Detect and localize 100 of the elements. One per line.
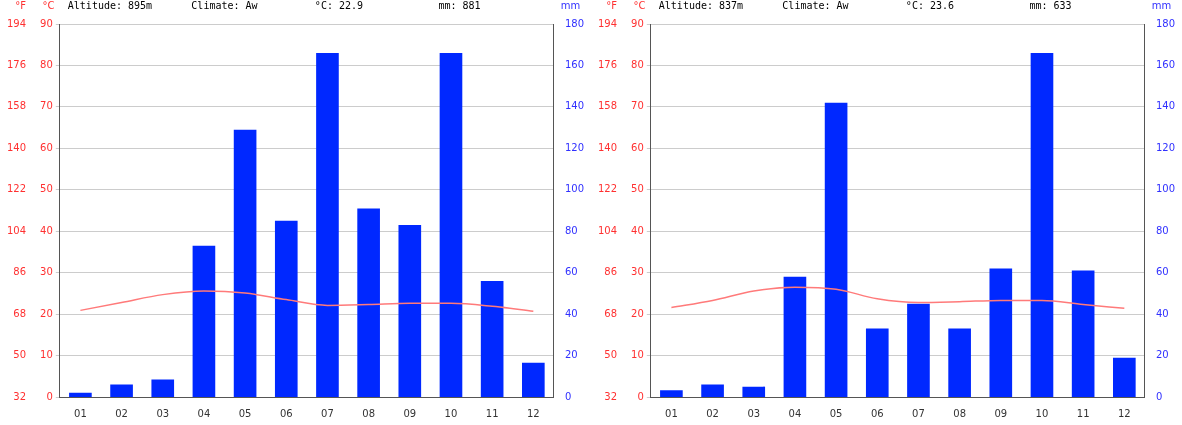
y-tick-label: 10 <box>40 349 53 361</box>
text: °C: 22.9 <box>314 0 364 11</box>
y2-tick-label: 80 <box>1155 224 1169 236</box>
y2-tick-label: 180 <box>564 17 585 29</box>
bar <box>1113 357 1136 397</box>
bar <box>151 379 175 397</box>
x-tick-label: 09 <box>994 407 1008 419</box>
bar <box>989 268 1013 397</box>
y-tick-label: 60 <box>631 141 644 153</box>
x-tick-label: 06 <box>279 407 293 419</box>
y3-tick-label: 122 <box>597 183 618 195</box>
x-tick-label: 02 <box>115 407 128 419</box>
y3-tick-label: 122 <box>6 183 27 195</box>
text: °C: 23.6 <box>905 0 955 11</box>
y-tick-label: 30 <box>40 266 53 278</box>
text: mm: 633 <box>1029 0 1072 11</box>
y3-tick-label: 32 <box>604 390 618 402</box>
y2-tick-label: 100 <box>1155 183 1176 195</box>
bar <box>660 390 683 397</box>
y3-axis-title: °F <box>606 0 618 11</box>
bar <box>742 386 766 397</box>
bar <box>69 392 92 397</box>
x-tick-label: 06 <box>870 407 884 419</box>
y-tick-label: 20 <box>40 307 53 319</box>
bar <box>522 362 545 397</box>
y3-tick-label: 86 <box>13 266 27 278</box>
x-tick-label: 02 <box>706 407 719 419</box>
y2-tick-label: 180 <box>1155 17 1176 29</box>
y2-tick-label: 160 <box>564 59 585 71</box>
x-tick-label: 07 <box>912 407 925 419</box>
x-tick-label: 07 <box>321 407 334 419</box>
text: Climate: Aw <box>191 0 259 11</box>
y2-tick-label: 140 <box>564 100 585 112</box>
x-tick-label: 11 <box>1076 407 1090 419</box>
bar <box>110 384 133 397</box>
y2-tick-label: 60 <box>1155 266 1169 278</box>
y-tick-label: 40 <box>40 224 53 236</box>
y3-tick-label: 50 <box>13 349 27 361</box>
bar <box>701 384 724 397</box>
y-tick-label: 50 <box>40 183 53 195</box>
line-series <box>670 286 1126 310</box>
y2-tick-label: 160 <box>1155 59 1176 71</box>
x-tick-label: 10 <box>1035 407 1049 419</box>
y3-tick-label: 176 <box>597 59 618 71</box>
y3-tick-label: 140 <box>6 141 27 153</box>
x-tick-label: 12 <box>526 407 540 419</box>
y3-tick-label: 104 <box>6 224 27 236</box>
y3-tick-label: 68 <box>13 307 27 319</box>
y-axis-title: °C <box>42 0 55 11</box>
x-tick-label: 09 <box>403 407 417 419</box>
y2-tick-label: 0 <box>564 390 572 402</box>
y-tick-label: 80 <box>40 59 53 71</box>
y-tick-label: 20 <box>631 307 644 319</box>
text: Altitude: 837m <box>658 0 744 11</box>
x-tick-label: 01 <box>665 407 678 419</box>
bar <box>274 220 298 397</box>
y3-tick-label: 194 <box>6 17 27 29</box>
y2-tick-label: 20 <box>564 349 578 361</box>
y-tick-label: 10 <box>631 349 644 361</box>
y2-tick-label: 0 <box>1155 390 1163 402</box>
y2-axis-title: mm <box>1151 0 1172 11</box>
y-tick-label: 40 <box>631 224 644 236</box>
y3-axis-title: °F <box>15 0 27 11</box>
y-tick-label: 90 <box>40 17 53 29</box>
y2-tick-label: 60 <box>564 266 578 278</box>
y2-tick-label: 120 <box>1155 141 1176 153</box>
y-tick-label: 80 <box>631 59 644 71</box>
y2-tick-label: 100 <box>564 183 585 195</box>
x-tick-label: 03 <box>747 407 761 419</box>
bar <box>316 53 339 397</box>
y3-tick-label: 32 <box>13 390 27 402</box>
x-tick-label: 12 <box>1117 407 1131 419</box>
y2-axis-title: mm <box>560 0 581 11</box>
bar <box>1071 270 1095 397</box>
y2-tick-label: 20 <box>1155 349 1169 361</box>
bar <box>783 276 807 397</box>
bar <box>1030 53 1054 397</box>
y2-tick-label: 80 <box>564 224 578 236</box>
x-tick-label: 05 <box>829 407 843 419</box>
line-series <box>79 290 535 312</box>
text: Climate: Aw <box>782 0 850 11</box>
bar <box>824 102 848 397</box>
bar <box>398 225 422 397</box>
y3-tick-label: 104 <box>597 224 618 236</box>
y3-tick-label: 158 <box>597 100 618 112</box>
x-tick-label: 11 <box>485 407 499 419</box>
y2-tick-label: 40 <box>564 307 578 319</box>
x-tick-label: 04 <box>788 407 802 419</box>
y3-tick-label: 50 <box>604 349 618 361</box>
y-tick-label: 50 <box>631 183 644 195</box>
y3-tick-label: 158 <box>6 100 27 112</box>
y3-tick-label: 140 <box>597 141 618 153</box>
bar <box>192 245 216 397</box>
text: mm: 881 <box>438 0 481 11</box>
y3-tick-label: 176 <box>6 59 27 71</box>
y2-tick-label: 140 <box>1155 100 1176 112</box>
bar <box>439 53 463 397</box>
bar <box>865 328 889 397</box>
y-axis-title: °C <box>633 0 646 11</box>
y2-tick-label: 120 <box>564 141 585 153</box>
